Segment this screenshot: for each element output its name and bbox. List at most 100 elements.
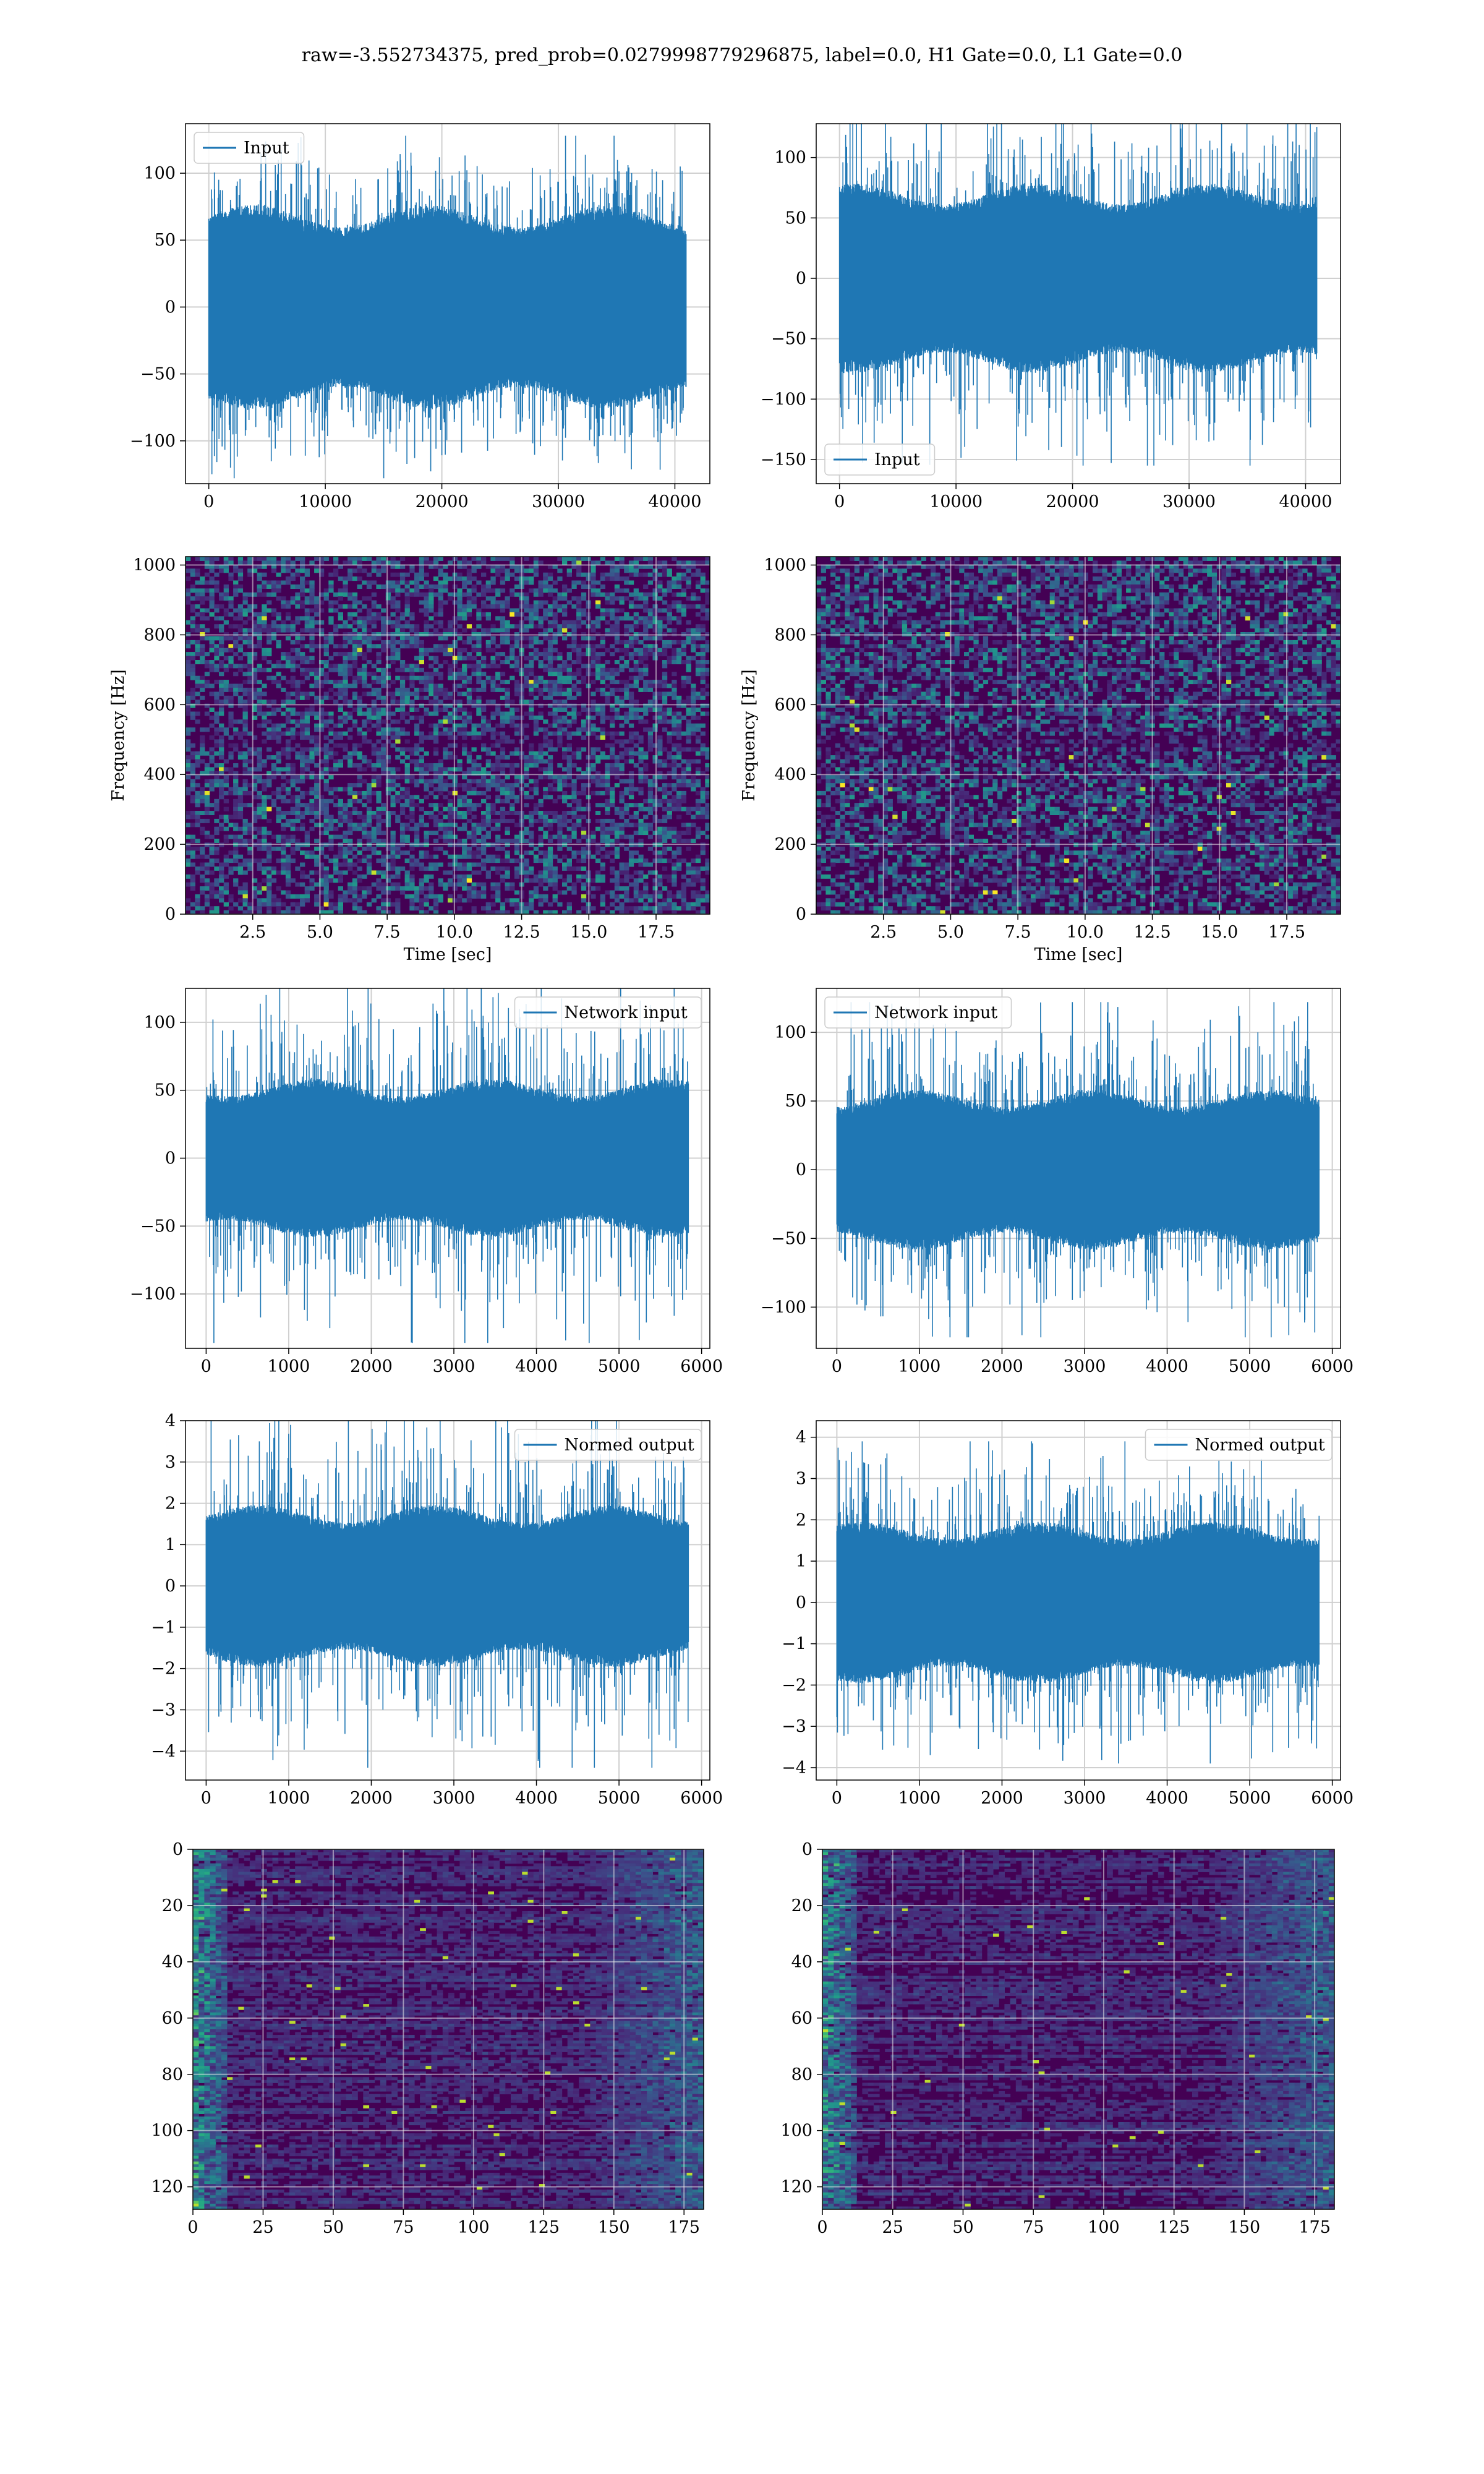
y-tick-label: 20 xyxy=(162,1896,183,1915)
axes-frame xyxy=(816,1420,1341,1781)
x-tick-label: 7.5 xyxy=(1005,923,1031,942)
series-line xyxy=(205,1421,689,1768)
x-tick-label: 0 xyxy=(201,1357,211,1376)
y-tick-label: 600 xyxy=(774,695,806,714)
y-tick-label: 400 xyxy=(774,765,806,784)
x-axis-label: Time [sec] xyxy=(1034,945,1123,964)
y-tick-label: 40 xyxy=(791,1953,812,1972)
x-tick-label: 2000 xyxy=(350,1357,393,1376)
chart-panel-r1c0: 2.5 5.0 7.5 10.0 12.5 15.0 17.5 0 200 400 600 800 10… xyxy=(109,556,710,964)
y-tick-label: 600 xyxy=(143,695,176,714)
chart-panel-r4c1: 0 25 50 75 100 125 150 175 0 20 40 60 80 100 120 xyxy=(780,1840,1335,2237)
y-tick-label: −4 xyxy=(782,1758,806,1778)
x-tick-label: 175 xyxy=(1298,2218,1331,2237)
x-tick-label: 0 xyxy=(834,492,845,511)
chart-panel-r2c1: 0 1000 2000 3000 4000 5000 6000 −100 −50 0 50 100 Ne… xyxy=(761,988,1354,1376)
chart-panel-r3c1: 0 1000 2000 3000 4000 5000 6000 −4 −3 −2 −1 0 1 2 3 4 No… xyxy=(782,1420,1354,1808)
x-tick-label: 17.5 xyxy=(638,923,675,942)
x-tick-label: 5000 xyxy=(1229,1357,1271,1376)
y-tick-label: −2 xyxy=(151,1659,176,1679)
x-tick-label: 2000 xyxy=(350,1789,393,1808)
x-tick-label: 4000 xyxy=(515,1357,558,1376)
y-tick-label: 4 xyxy=(165,1411,176,1431)
y-tick-label: 50 xyxy=(785,208,806,228)
heatmap-image xyxy=(186,557,710,914)
x-tick-label: 6000 xyxy=(680,1789,723,1808)
y-tick-label: −100 xyxy=(130,1285,176,1304)
y-tick-label: 100 xyxy=(143,164,176,183)
x-tick-label: 4000 xyxy=(1146,1789,1188,1808)
x-tick-label: 40000 xyxy=(1279,492,1333,511)
chart-panel-r2c0: 0 1000 2000 3000 4000 5000 6000 −100 −50 0 50 100 Ne… xyxy=(130,988,723,1376)
x-tick-label: 20000 xyxy=(1046,492,1099,511)
legend-label: Network input xyxy=(874,1003,997,1022)
x-axis-label: Time [sec] xyxy=(404,945,492,964)
x-tick-label: 30000 xyxy=(532,492,585,511)
axes-frame xyxy=(816,988,1341,1349)
x-tick-label: 10000 xyxy=(299,492,352,511)
y-tick-label: 50 xyxy=(155,231,176,250)
legend-box xyxy=(824,443,936,476)
y-tick-label: 100 xyxy=(780,2121,812,2141)
legend: Normed output xyxy=(514,1429,702,1461)
y-tick-label: 50 xyxy=(155,1081,176,1100)
series-line xyxy=(838,124,1318,466)
y-tick-label: 0 xyxy=(173,1840,183,1859)
y-tick-label: 3 xyxy=(796,1469,806,1488)
y-tick-label: 3 xyxy=(165,1453,176,1472)
x-tick-label: 4000 xyxy=(515,1789,558,1808)
x-tick-label: 2.5 xyxy=(239,923,266,942)
x-tick-label: 1000 xyxy=(268,1357,310,1376)
figure-title: raw=-3.552734375, pred_prob=0.0279998779… xyxy=(0,45,1484,66)
legend: Network input xyxy=(824,996,1012,1029)
y-tick-label: −100 xyxy=(761,390,806,409)
y-tick-label: 0 xyxy=(165,1577,176,1596)
y-tick-label: 20 xyxy=(791,1896,812,1915)
y-tick-label: −3 xyxy=(151,1700,176,1719)
axes-frame xyxy=(185,1420,710,1781)
y-tick-label: −1 xyxy=(782,1635,806,1654)
series-line xyxy=(208,135,687,479)
y-tick-label: 1 xyxy=(796,1552,806,1571)
x-tick-label: 6000 xyxy=(1311,1789,1354,1808)
x-tick-label: 20000 xyxy=(416,492,469,511)
x-tick-label: 25 xyxy=(882,2218,903,2237)
x-tick-label: 12.5 xyxy=(503,923,540,942)
y-tick-label: 0 xyxy=(165,1149,176,1168)
y-tick-label: 4 xyxy=(796,1428,806,1447)
axes-frame xyxy=(185,556,710,915)
x-tick-label: 125 xyxy=(1158,2218,1190,2237)
y-tick-label: 0 xyxy=(796,1593,806,1612)
y-tick-label: −100 xyxy=(130,432,176,451)
series-line xyxy=(205,988,689,1343)
x-tick-label: 2000 xyxy=(981,1357,1023,1376)
legend: Input xyxy=(824,443,936,476)
heatmap-image xyxy=(822,1849,1334,2209)
y-tick-label: 800 xyxy=(143,625,176,644)
x-tick-label: 5.0 xyxy=(307,923,333,942)
x-tick-label: 100 xyxy=(458,2218,490,2237)
y-tick-label: −2 xyxy=(782,1676,806,1695)
y-tick-label: 2 xyxy=(796,1510,806,1530)
axes-frame xyxy=(192,1849,704,2210)
y-tick-label: 1 xyxy=(165,1535,176,1554)
y-tick-label: −4 xyxy=(151,1742,176,1761)
legend-label: Input xyxy=(244,139,289,158)
x-tick-label: 5000 xyxy=(1229,1789,1271,1808)
y-tick-label: 100 xyxy=(774,1023,806,1042)
y-tick-label: 200 xyxy=(143,835,176,854)
x-tick-label: 6000 xyxy=(1311,1357,1354,1376)
legend-label: Input xyxy=(874,450,920,469)
heatmap-image xyxy=(193,1849,704,2209)
y-tick-label: 800 xyxy=(774,625,806,644)
x-tick-label: 30000 xyxy=(1162,492,1216,511)
legend-box xyxy=(194,132,305,164)
x-tick-label: 0 xyxy=(832,1357,842,1376)
x-tick-label: 0 xyxy=(817,2218,827,2237)
x-tick-label: 100 xyxy=(1088,2218,1120,2237)
y-tick-label: 100 xyxy=(151,2121,183,2141)
chart-panel-r0c0: 0 10000 20000 30000 40000 −100 −50 0 50 100 Input xyxy=(130,123,710,511)
y-tick-label: 80 xyxy=(162,2065,183,2084)
x-tick-label: 1000 xyxy=(898,1357,941,1376)
